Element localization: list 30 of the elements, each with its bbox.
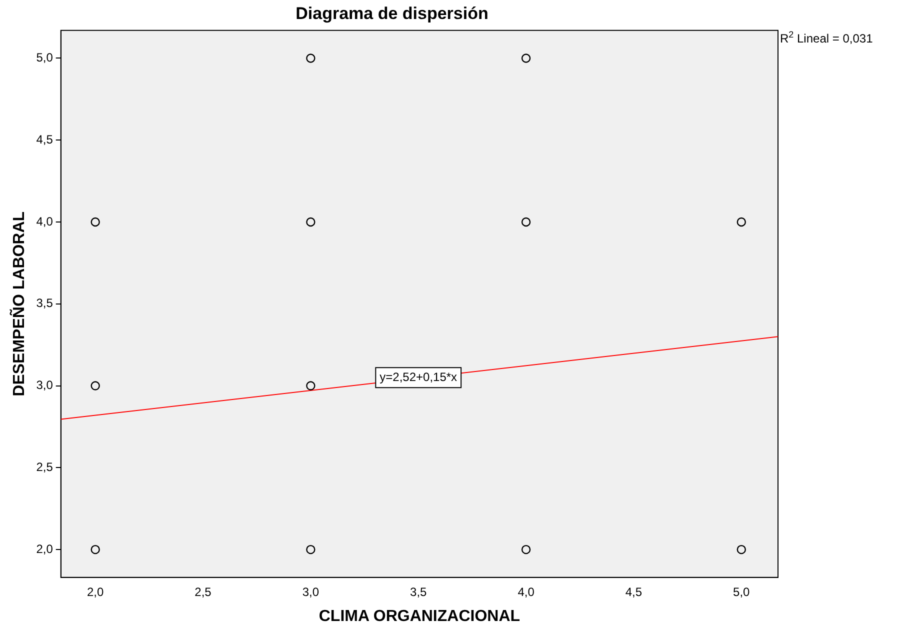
point [90,217,100,227]
chart-title: Diagrama de dispersión [296,4,488,23]
y-tick-label: 3,5 [36,296,54,310]
point [736,217,746,227]
point [521,54,531,63]
point [90,544,100,554]
point [306,54,316,63]
x-tick-label: 4,5 [625,584,642,599]
point [521,544,531,554]
x-axis-title: CLIMA ORGANIZACIONAL [318,608,520,625]
point [90,381,100,390]
point [736,544,746,554]
x-tick-label: 5,0 [733,584,750,599]
point [306,544,316,554]
x-tick-label: 2,5 [194,584,212,599]
y-tick-label: 2,0 [36,542,54,556]
x-tick-label: 2,0 [86,584,104,599]
point [306,217,316,227]
y-tick-label: 4,5 [36,132,54,146]
y-axis-title: DESEMPEÑO LABORAL [9,211,28,396]
y-tick-label: 4,0 [36,214,54,228]
y-tick-label: 5,0 [36,50,54,65]
x-tick-label: 3,5 [410,584,428,599]
y-tick-label: 3,0 [36,378,54,392]
point [306,381,316,390]
y-tick-label: 2,5 [36,460,54,474]
point [521,217,531,227]
x-tick-label: 3,0 [302,584,320,599]
annotation: y=2,52+0,15*x [380,370,458,384]
x-tick-label: 4,0 [518,584,535,599]
